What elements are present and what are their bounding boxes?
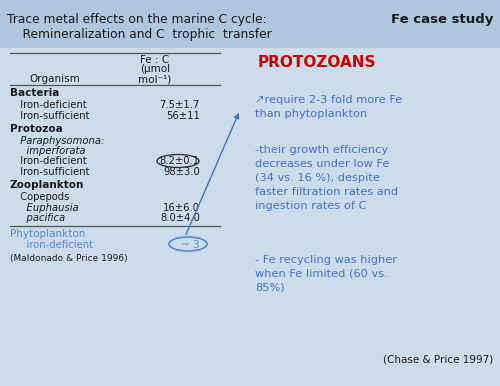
Text: Fe : C: Fe : C	[140, 55, 170, 65]
Text: Trace metal effects on the marine C cycle:: Trace metal effects on the marine C cycl…	[7, 13, 266, 26]
Text: iron-deficient: iron-deficient	[14, 240, 93, 250]
Text: (μmol: (μmol	[140, 64, 170, 74]
Text: Phytoplankton: Phytoplankton	[10, 229, 86, 239]
Text: Bacteria: Bacteria	[10, 88, 59, 98]
Text: (Maldonado & Price 1996): (Maldonado & Price 1996)	[10, 254, 128, 263]
Text: 8.0±4.0: 8.0±4.0	[160, 213, 200, 223]
Text: Remineralization and C  trophic  transfer: Remineralization and C trophic transfer	[7, 28, 272, 41]
Text: 7.5±1.7: 7.5±1.7	[160, 100, 200, 110]
Text: Organism: Organism	[30, 74, 80, 84]
Text: PROTOZOANS: PROTOZOANS	[258, 55, 376, 70]
Text: ~ 3: ~ 3	[182, 240, 200, 250]
Text: mol⁻¹): mol⁻¹)	[138, 74, 172, 84]
Text: 8.2±0.1: 8.2±0.1	[160, 156, 200, 166]
Text: imperforata: imperforata	[14, 146, 86, 156]
Text: Iron-deficient: Iron-deficient	[14, 156, 87, 166]
Text: Fe case study: Fe case study	[390, 13, 493, 26]
Text: 16±6.0: 16±6.0	[163, 203, 200, 213]
Text: Protozoa: Protozoa	[10, 124, 63, 134]
Text: - Fe recycling was higher
when Fe limited (60 vs.
85%): - Fe recycling was higher when Fe limite…	[255, 255, 397, 293]
Text: pacifica: pacifica	[14, 213, 65, 223]
Text: Iron-sufficient: Iron-sufficient	[14, 167, 90, 177]
Text: ↗require 2-3 fold more Fe
than phytoplankton: ↗require 2-3 fold more Fe than phytoplan…	[255, 95, 402, 119]
Text: -their growth efficiency
decreases under low Fe
(34 vs. 16 %), despite
faster fi: -their growth efficiency decreases under…	[255, 145, 398, 211]
Text: Iron-deficient: Iron-deficient	[14, 100, 87, 110]
Text: Iron-sufficient: Iron-sufficient	[14, 111, 90, 121]
Text: Zooplankton: Zooplankton	[10, 180, 85, 190]
Text: Copepods: Copepods	[14, 192, 70, 202]
Text: Euphausia: Euphausia	[14, 203, 78, 213]
Text: 56±11: 56±11	[166, 111, 200, 121]
Text: (Chase & Price 1997): (Chase & Price 1997)	[383, 355, 493, 365]
Text: Paraphysomona:: Paraphysomona:	[14, 136, 104, 146]
Text: 98±3.0: 98±3.0	[163, 167, 200, 177]
Bar	[0, 0, 500, 48]
